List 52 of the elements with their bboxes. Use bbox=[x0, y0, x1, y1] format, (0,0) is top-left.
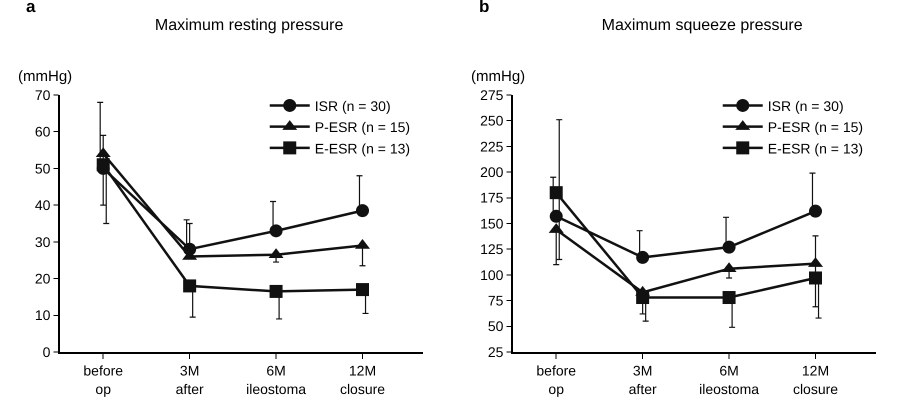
y-tick-label: 40 bbox=[34, 197, 51, 214]
point bbox=[809, 204, 822, 218]
legend-label: ISR (n = 30) bbox=[768, 98, 844, 114]
chart-title: Maximum squeeze pressure bbox=[602, 16, 803, 34]
y-tick-label: 150 bbox=[480, 215, 504, 232]
y-tick-label: 75 bbox=[488, 292, 504, 308]
x-tick-label: 3M after bbox=[628, 362, 657, 397]
text: b bbox=[479, 0, 490, 16]
y-tick-label: 225 bbox=[480, 138, 504, 154]
y-tick-label: 10 bbox=[34, 307, 51, 324]
y-tick-label: 50 bbox=[34, 160, 51, 176]
y-tick-label: 20 bbox=[34, 270, 51, 286]
y-tick-label: 50 bbox=[488, 318, 504, 334]
legend-label: E-ESR (n = 13) bbox=[768, 140, 864, 156]
point bbox=[96, 158, 110, 172]
point bbox=[183, 279, 196, 292]
y-tick-label: 30 bbox=[34, 234, 51, 250]
y-tick-label: 200 bbox=[480, 164, 504, 180]
x-tick-label: 6M ileostoma bbox=[699, 362, 760, 397]
text: a bbox=[26, 0, 36, 16]
point bbox=[270, 224, 283, 238]
point bbox=[722, 291, 736, 304]
y-tick-label: 275 bbox=[480, 86, 504, 103]
x-tick-label: 12M closure bbox=[340, 362, 386, 397]
point bbox=[636, 291, 650, 304]
y-axis-title: (mmHg) bbox=[471, 68, 526, 85]
point bbox=[636, 250, 650, 264]
point bbox=[356, 283, 369, 296]
chart-title: Maximum resting pressure bbox=[154, 16, 344, 34]
point bbox=[550, 186, 563, 200]
x-tick-label: 3M after bbox=[176, 362, 204, 397]
x-tick-label: 12M closure bbox=[792, 362, 838, 397]
y-tick-label: 0 bbox=[42, 344, 51, 360]
y-tick-label: 250 bbox=[480, 112, 504, 129]
x-tick-label: 6M ileostoma bbox=[246, 362, 306, 397]
point bbox=[270, 284, 283, 298]
legend-label: P-ESR (n = 15) bbox=[768, 119, 864, 136]
point bbox=[722, 240, 736, 254]
y-tick-label: 60 bbox=[34, 124, 51, 140]
y-tick-label: 25 bbox=[488, 344, 504, 360]
y-axis-title: (mmHg) bbox=[18, 68, 72, 85]
y-tick-label: 175 bbox=[480, 190, 504, 206]
legend-label: ISR (n = 30) bbox=[314, 98, 391, 114]
legend-label: E-ESR (n = 13) bbox=[314, 140, 410, 156]
y-tick-label: 100 bbox=[480, 266, 504, 283]
legend-label: P-ESR (n = 15) bbox=[314, 119, 410, 136]
x-tick-label: before op bbox=[536, 362, 576, 397]
point bbox=[809, 271, 822, 284]
y-tick-label: 125 bbox=[480, 241, 504, 258]
y-tick-label: 70 bbox=[34, 86, 51, 103]
point bbox=[356, 204, 369, 218]
x-tick-label: before op bbox=[83, 362, 124, 397]
